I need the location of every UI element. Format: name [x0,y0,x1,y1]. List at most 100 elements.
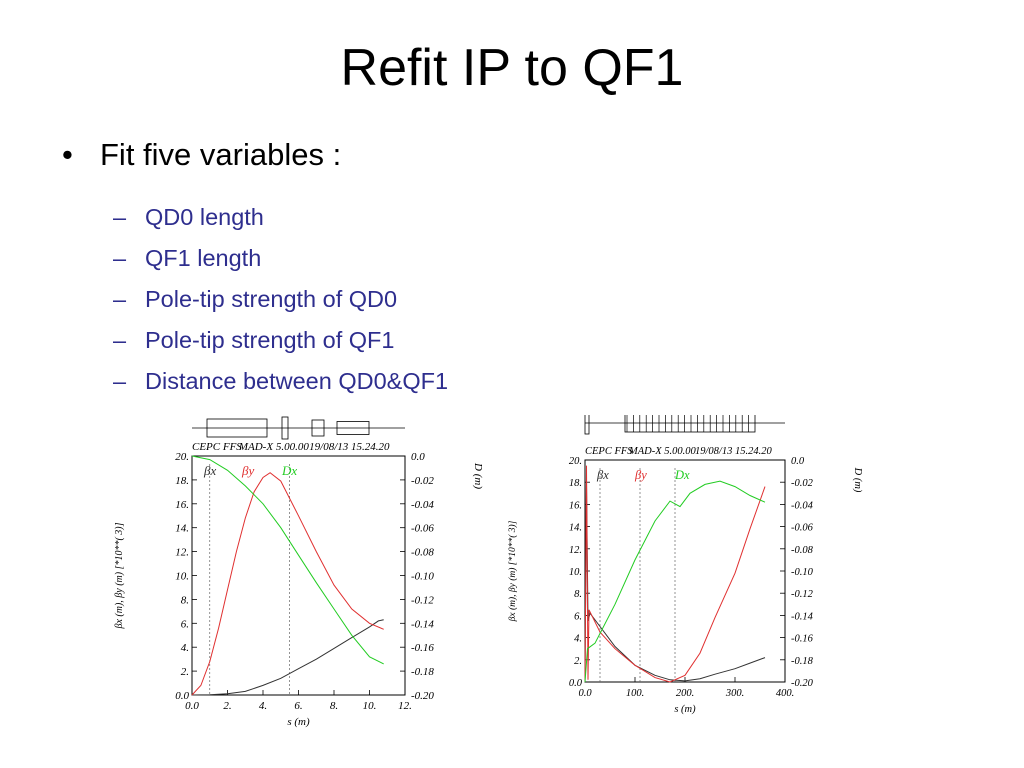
y-right-tick-label: -0.16 [791,634,814,645]
y-left-tick-label: 6. [181,618,189,630]
y-right-tick-label: -0.14 [411,618,434,630]
y-left-tick-label: 0.0 [569,678,583,689]
y-left-tick-label: 8. [574,589,582,600]
sub-item: – Pole-tip strength of QF1 [113,323,448,364]
y-left-axis-label: βx (m), βy (m) [*10**( 3)] [114,522,125,629]
y-left-tick-label: 2. [574,656,582,667]
sub-item-text: Distance between QD0&QF1 [145,368,449,394]
y-left-tick-label: 12. [175,547,189,559]
legend-entry: βy [634,468,647,482]
y-right-tick-label: -0.08 [791,545,814,556]
y-left-tick-label: 16. [175,499,189,511]
sub-item-text: QD0 length [145,204,264,230]
y-right-tick-label: -0.04 [411,499,434,511]
y-right-tick-label: -0.10 [791,567,814,578]
plot-header: CEPC FFS [585,446,633,457]
series-line-βy [584,465,766,683]
legend-entry: βx [203,463,216,478]
y-right-tick-label: -0.06 [791,523,814,534]
y-left-tick-label: 8. [181,594,189,606]
y-left-tick-label: 4. [574,634,582,645]
y-left-tick-label: 10. [175,571,189,583]
x-tick-label: 100. [626,688,644,699]
lattice-element [336,421,370,435]
y-right-axis-label: D (m) [852,467,863,493]
y-left-tick-label: 20. [569,456,582,467]
lattice-element [624,415,756,433]
y-right-tick-label: -0.20 [411,690,434,702]
y-right-tick-label: -0.08 [411,547,434,559]
y-left-tick-label: 18. [175,475,189,487]
y-right-tick-label: -0.12 [411,594,434,606]
sub-bullet-list: – QD0 length – QF1 length – Pole-tip streng… [113,200,448,405]
x-axis-label: s (m) [287,716,310,728]
y-right-tick-label: -0.18 [791,656,814,667]
x-tick-label: 6. [294,700,302,712]
x-tick-label: 10. [363,700,377,712]
plot-frame [191,455,406,696]
sub-item-text: Pole-tip strength of QD0 [145,286,398,312]
dash-marker: – [113,327,127,353]
dash-marker: – [113,286,127,312]
legend-entry: Dx [674,468,690,482]
y-left-tick-label: 0.0 [175,690,189,702]
y-right-tick-label: -0.02 [791,478,814,489]
legend-entry: βy [241,463,254,478]
y-right-tick-label: -0.06 [411,523,434,535]
y-left-tick-label: 6. [574,611,582,622]
y-right-tick-label: -0.02 [411,475,434,487]
bullet-marker: • [62,137,73,172]
bullet-item: • Fit five variables : [62,137,341,173]
y-left-tick-label: 12. [569,545,582,556]
y-left-tick-label: 4. [181,642,189,654]
y-left-tick-label: 20. [175,451,189,463]
sub-item: – QD0 length [113,200,448,241]
dash-marker: – [113,245,127,271]
y-right-tick-label: -0.10 [411,571,434,583]
sub-item-text: Pole-tip strength of QF1 [145,327,395,353]
y-right-tick-label: -0.16 [411,642,434,654]
x-tick-label: 0.0 [185,700,199,712]
plot-header: CEPC FFS [192,441,242,453]
lattice-element [311,419,325,437]
y-left-axis-label: βx (m), βy (m) [*10**( 3)] [507,520,518,622]
x-tick-label: 8. [330,700,338,712]
legend-entry: Dx [281,463,297,478]
x-axis-label: s (m) [674,704,696,715]
x-tick-label: 400. [776,688,794,699]
legend-entry: βx [596,468,609,482]
y-left-tick-label: 10. [569,567,582,578]
dash-marker: – [113,204,127,230]
y-left-tick-label: 14. [175,523,189,535]
x-tick-label: 0.0 [578,688,592,699]
series-line-βx [191,619,384,696]
y-right-tick-label: -0.04 [791,500,814,511]
plot-header: MAD-X 5.00.00 [238,441,309,453]
x-tick-label: 2. [223,700,231,712]
plot-header: MAD-X 5.00.00 [628,446,697,457]
sub-item-text: QF1 length [145,245,262,271]
y-right-tick-label: -0.14 [791,611,814,622]
sub-item: – Pole-tip strength of QD0 [113,282,448,323]
series-line-Dx [584,480,766,683]
y-left-tick-label: 14. [569,523,582,534]
plot-header: 19/08/13 15.24.20 [309,441,390,453]
y-right-tick-label: -0.18 [411,666,434,678]
lattice-element [584,415,590,435]
y-right-axis-label: D (m) [472,462,484,489]
y-right-tick-label: 0.0 [791,456,805,467]
lattice-element [206,418,268,438]
x-tick-label: 12. [398,700,412,712]
y-left-tick-label: 16. [569,500,582,511]
sub-item: – QF1 length [113,241,448,282]
bullet-text: Fit five variables : [100,137,342,172]
slide-title: Refit IP to QF1 [340,39,684,97]
plot-header: 19/08/13 15.24.20 [695,446,772,457]
lattice-element [281,416,289,440]
y-left-tick-label: 2. [181,666,189,678]
series-line-βy [191,472,384,696]
y-right-tick-label: 0.0 [411,451,425,463]
dash-marker: – [113,368,127,394]
